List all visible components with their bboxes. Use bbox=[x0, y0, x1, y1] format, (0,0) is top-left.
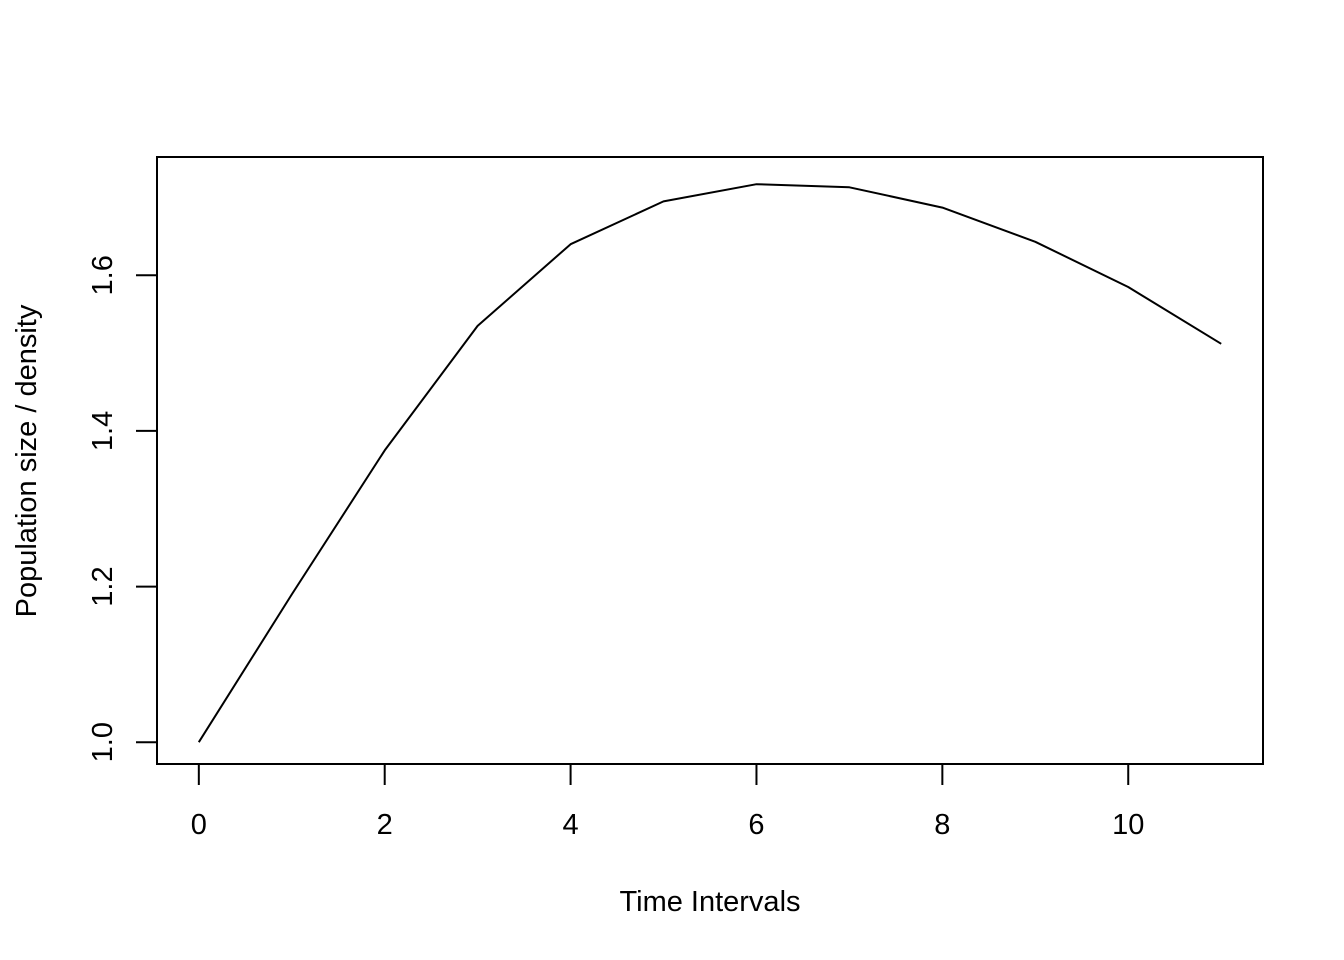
y-tick-label: 1.0 bbox=[87, 722, 119, 762]
series-layer bbox=[197, 183, 1222, 743]
x-tick-label: 10 bbox=[1112, 809, 1144, 841]
x-axis-title: Time Intervals bbox=[619, 886, 800, 918]
series-line-0 bbox=[197, 183, 1222, 743]
x-axis: 0 2 4 6 8 10 bbox=[191, 763, 1144, 841]
y-tick-label: 1.6 bbox=[87, 255, 119, 295]
x-tick-label: 4 bbox=[563, 809, 579, 841]
x-tick-label: 6 bbox=[748, 809, 764, 841]
y-axis: 1.0 1.2 1.4 1.6 bbox=[87, 255, 158, 762]
x-tick-label: 8 bbox=[934, 809, 950, 841]
y-axis-title: Population size / density bbox=[11, 304, 43, 617]
x-tick-label: 2 bbox=[377, 809, 393, 841]
plot-frame bbox=[156, 156, 1264, 765]
y-tick-label: 1.2 bbox=[87, 566, 119, 606]
y-tick-label: 1.4 bbox=[87, 411, 119, 451]
x-tick-label: 0 bbox=[191, 809, 207, 841]
